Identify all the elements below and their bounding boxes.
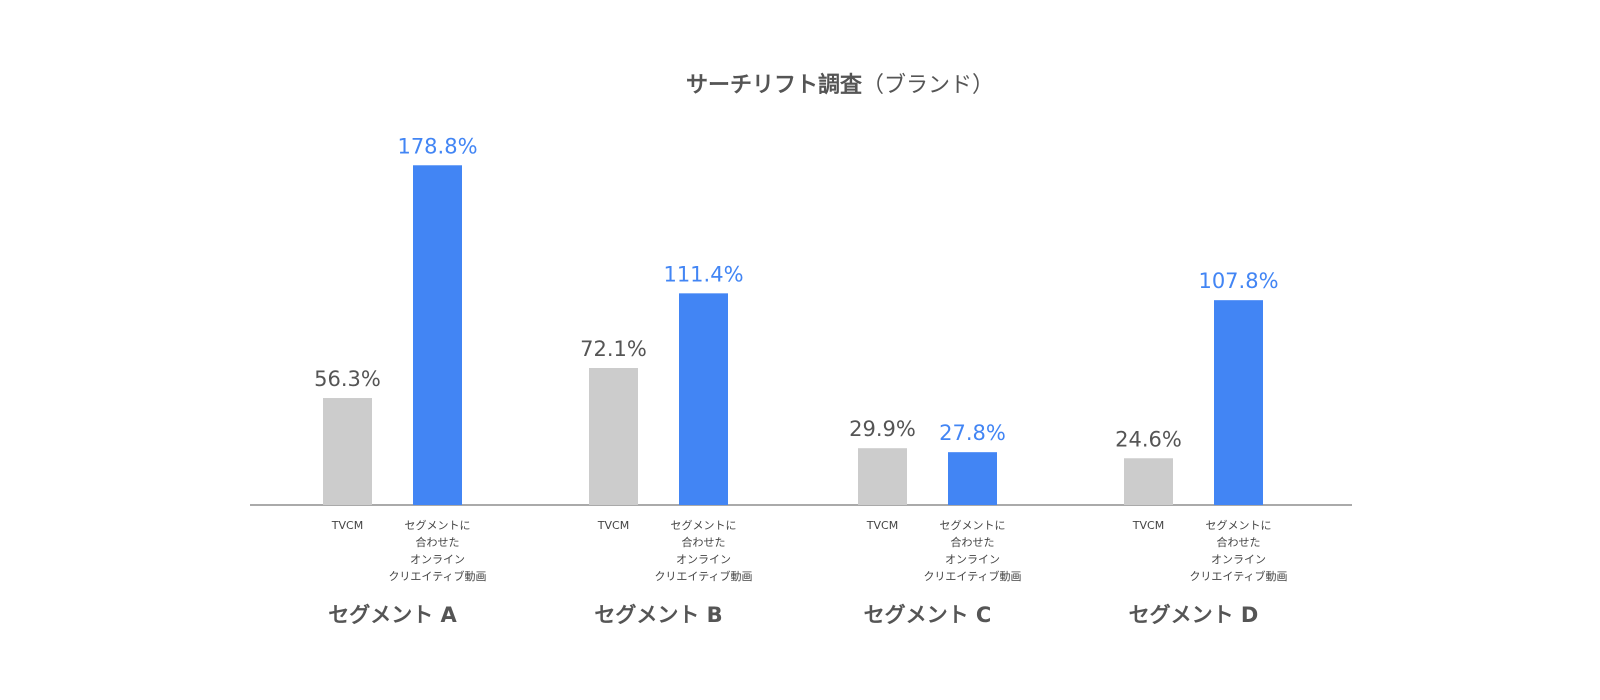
value-label-online-3: 27.8% [939, 421, 1006, 445]
category-label-3: セグメント C [864, 603, 992, 627]
value-label-online-4: 107.8% [1198, 269, 1278, 293]
value-label-tvcm-4: 24.6% [1115, 427, 1182, 451]
value-label-tvcm-2: 72.1% [580, 337, 647, 361]
bar-label-line: TVCM [1132, 519, 1164, 532]
bar-label-line: 合わせた [951, 535, 995, 549]
bar-label-line: セグメントに [405, 518, 471, 532]
bar-label-tvcm-3: TVCM [866, 519, 898, 532]
bar-online-3 [948, 452, 997, 505]
bar-label-line: クリエイティブ動画 [923, 569, 1021, 583]
category-label-4: セグメント D [1129, 603, 1259, 627]
category-label-2: セグメント B [594, 603, 722, 627]
bar-label-line: 合わせた [1217, 535, 1261, 549]
bar-label-line: 合わせた [682, 535, 726, 549]
bar-online-4 [1214, 300, 1263, 505]
value-label-tvcm-1: 56.3% [314, 367, 381, 391]
chart-title: サーチリフト調査（ブランド） [686, 72, 994, 98]
bar-label-line: 合わせた [416, 535, 460, 549]
bar-label-line: セグメントに [940, 518, 1006, 532]
bar-label-line: TVCM [866, 519, 898, 532]
bar-tvcm-3 [858, 448, 907, 505]
bar-online-1 [413, 165, 462, 505]
bar-label-line: オンライン [945, 553, 1000, 566]
bar-tvcm-2 [589, 368, 638, 505]
bar-label-line: クリエイティブ動画 [1189, 569, 1287, 583]
bar-label-line: オンライン [676, 553, 731, 566]
bar-label-tvcm-2: TVCM [597, 519, 629, 532]
bar-label-online-4: セグメントに合わせたオンラインクリエイティブ動画 [1189, 518, 1287, 583]
bar-label-line: オンライン [1211, 553, 1266, 566]
value-label-online-2: 111.4% [663, 262, 743, 286]
bar-label-tvcm-4: TVCM [1132, 519, 1164, 532]
bar-label-line: オンライン [410, 553, 465, 566]
chart-title-suffix: （ブランド） [862, 73, 994, 98]
bar-label-line: セグメントに [671, 518, 737, 532]
bar-label-line: クリエイティブ動画 [388, 569, 486, 583]
bar-label-line: セグメントに [1206, 518, 1272, 532]
bar-label-line: TVCM [597, 519, 629, 532]
chart-marks: 56.3%TVCM178.8%セグメントに合わせたオンラインクリエイティブ動画セ… [314, 134, 1287, 627]
bar-tvcm-1 [323, 398, 372, 505]
bar-label-line: クリエイティブ動画 [654, 569, 752, 583]
value-label-tvcm-3: 29.9% [849, 417, 916, 441]
bar-label-online-1: セグメントに合わせたオンラインクリエイティブ動画 [388, 518, 486, 583]
bar-label-online-2: セグメントに合わせたオンラインクリエイティブ動画 [654, 518, 752, 583]
chart-title-main: サーチリフト調査 [686, 72, 863, 98]
bar-online-2 [679, 293, 728, 505]
value-label-online-1: 178.8% [397, 134, 477, 158]
bar-label-tvcm-1: TVCM [331, 519, 363, 532]
bar-label-line: TVCM [331, 519, 363, 532]
category-label-1: セグメント A [328, 603, 457, 627]
bar-tvcm-4 [1124, 458, 1173, 505]
bar-label-online-3: セグメントに合わせたオンラインクリエイティブ動画 [923, 518, 1021, 583]
